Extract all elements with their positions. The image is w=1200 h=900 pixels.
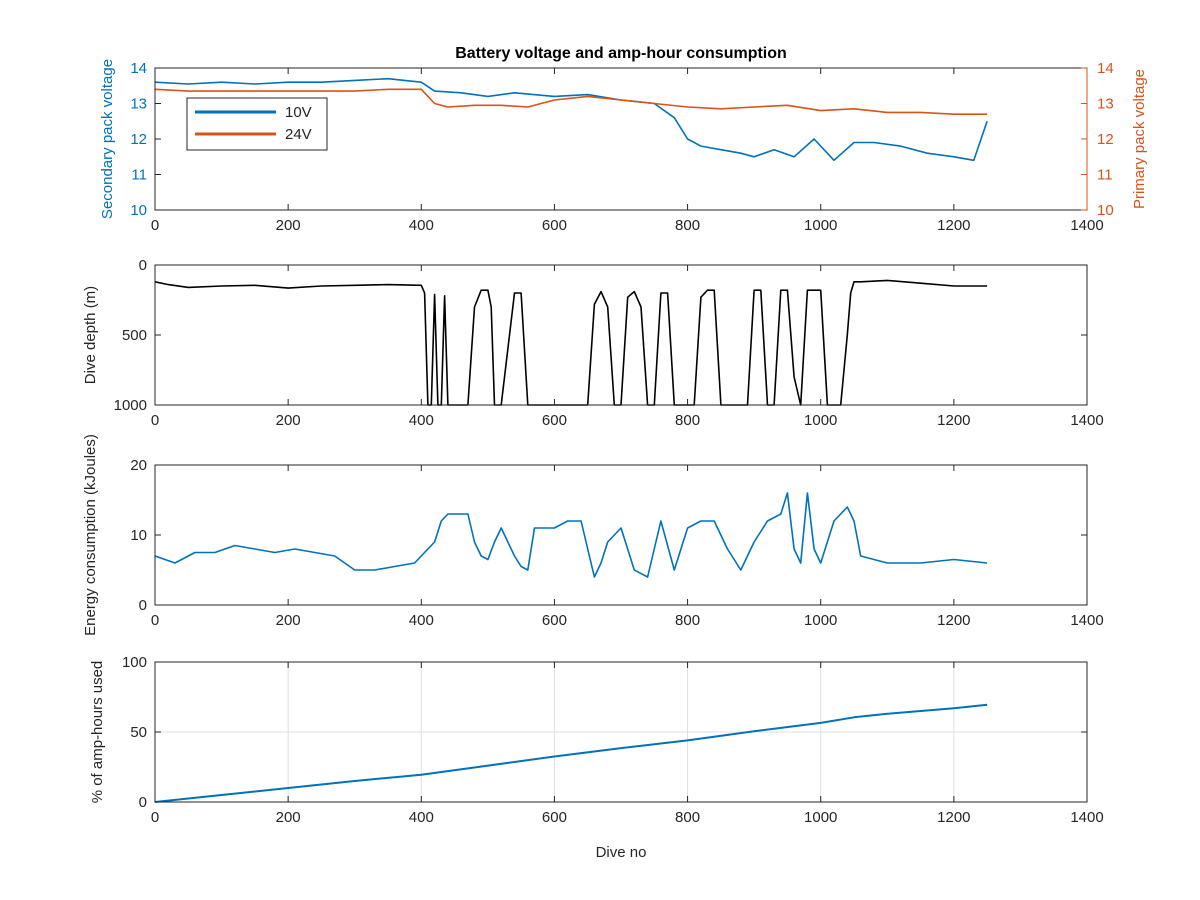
x-tick-label: 1000 [804,217,837,234]
x-tick-label: 800 [675,217,700,234]
series-line-10v [154,77,988,162]
x-tick-label: 1000 [804,412,837,429]
x-tick-label: 1400 [1070,612,1103,629]
x-axis-label: Dive no [596,844,647,861]
y-tick-label: 100 [122,654,147,671]
x-tick-label: 1400 [1070,217,1103,234]
y-axis-label: % of amp-hours used [89,661,106,804]
x-tick-label: 400 [409,217,434,234]
chart-panel-2: 0 200 400 600 800 1000 1200 1400 0 500 1000 Dive de… [82,257,1104,429]
x-tick-label: 1000 [804,809,837,826]
y-tick-label: 1000 [114,397,147,414]
y-axis-label: Energy consumption (kJoules) [82,434,99,636]
x-tick-label: 800 [675,809,700,826]
legend-label-10v: 10V [285,104,312,121]
y-tick-label: 20 [130,457,147,474]
y2-tick-label: 11 [1097,167,1113,184]
x-tick-label: 1400 [1070,809,1103,826]
x-tick-label: 0 [151,217,159,234]
x-tick-label: 600 [542,809,567,826]
x-tick-label: 1200 [937,809,970,826]
x-tick-label: 0 [151,612,159,629]
y-tick-label: 0 [139,597,147,614]
series-line-24v [154,88,988,115]
series-line-1 [154,703,988,803]
y2-tick-label: 12 [1097,131,1114,148]
series-line-1 [154,492,988,578]
x-tick-label: 0 [151,809,159,826]
x-tick-label: 1200 [937,412,970,429]
x-tick-label: 1400 [1070,412,1103,429]
y2-axis-label: Primary pack voltage [1131,69,1148,209]
y-tick-label: 11 [131,167,147,184]
x-tick-label: 0 [151,412,159,429]
y-tick-label: 0 [139,257,147,274]
y-tick-label: 500 [122,327,147,344]
x-tick-label: 400 [409,612,434,629]
y-tick-label: 12 [130,131,147,148]
x-tick-label: 200 [276,809,301,826]
x-tick-label: 1000 [804,612,837,629]
y-axis-label: Secondary pack voltage [99,59,116,219]
y-axis-label: Dive depth (m) [82,286,99,384]
x-tick-label: 200 [276,612,301,629]
y-tick-label: 14 [130,60,147,77]
y-tick-label: 13 [130,96,147,113]
legend-label-24v: 24V [285,126,312,143]
chart-panel-4: 0 200 400 600 800 1000 1200 1400 0 50 100 % of amp-… [89,654,1104,861]
chart-panel-1: 0 200 400 600 800 1000 1200 1400101112131410111… [99,45,1148,234]
x-tick-label: 800 [675,612,700,629]
x-tick-label: 1200 [937,612,970,629]
chart-panel-3: 0 200 400 600 800 1000 1200 1400 0 10 20 Energy con… [82,434,1104,636]
y-tick-label: 10 [130,527,147,544]
x-tick-label: 400 [409,809,434,826]
x-tick-label: 200 [276,217,301,234]
y2-tick-label: 13 [1097,96,1114,113]
y-tick-label: 50 [130,724,147,741]
series-line-1 [154,279,988,406]
y2-tick-label: 14 [1097,60,1114,77]
x-tick-label: 200 [276,412,301,429]
y2-tick-label: 10 [1097,202,1114,219]
x-tick-label: 600 [542,612,567,629]
y-tick-label: 10 [130,202,147,219]
legend-box [186,97,328,151]
x-tick-label: 600 [542,217,567,234]
x-tick-label: 400 [409,412,434,429]
x-tick-label: 600 [542,412,567,429]
x-tick-label: 1200 [937,217,970,234]
x-tick-label: 800 [675,412,700,429]
chart-title: Battery voltage and amp-hour consumption [455,45,787,62]
y-tick-label: 0 [139,794,147,811]
